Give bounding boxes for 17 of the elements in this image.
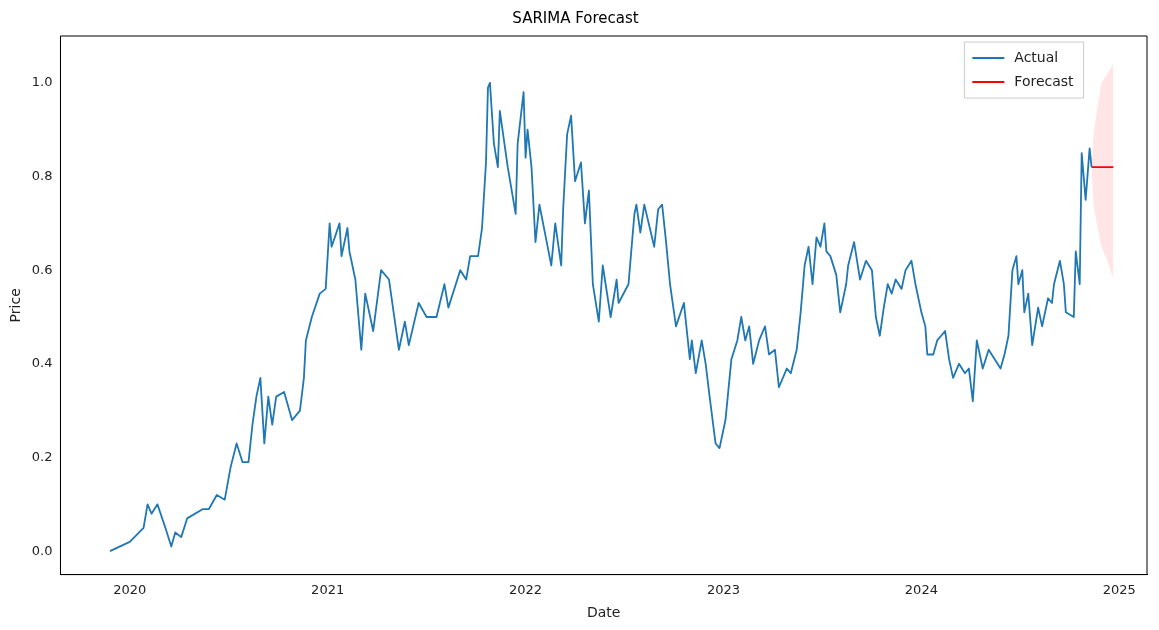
x-tick-label: 2022 — [509, 581, 543, 597]
legend-label: Actual — [1014, 48, 1059, 65]
y-tick-label: 0.0 — [31, 542, 53, 558]
x-tick-label: 2024 — [904, 581, 938, 597]
y-tick-label: 0.2 — [31, 448, 53, 464]
x-tick-label: 2025 — [1102, 581, 1136, 597]
x-tick-label: 2021 — [311, 581, 345, 597]
y-tick-label: 0.8 — [31, 167, 53, 183]
x-tick-label: 2020 — [113, 581, 147, 597]
y-tick-label: 0.4 — [31, 355, 53, 371]
x-tick-label: 2023 — [706, 581, 741, 597]
y-tick-label: 0.6 — [31, 261, 53, 277]
x-axis-title: Date — [587, 604, 621, 621]
y-axis-title: Price — [7, 288, 24, 323]
legend-label: Forecast — [1014, 72, 1075, 89]
y-tick-label: 1.0 — [31, 74, 53, 90]
chart-title: SARIMA Forecast — [512, 8, 639, 27]
